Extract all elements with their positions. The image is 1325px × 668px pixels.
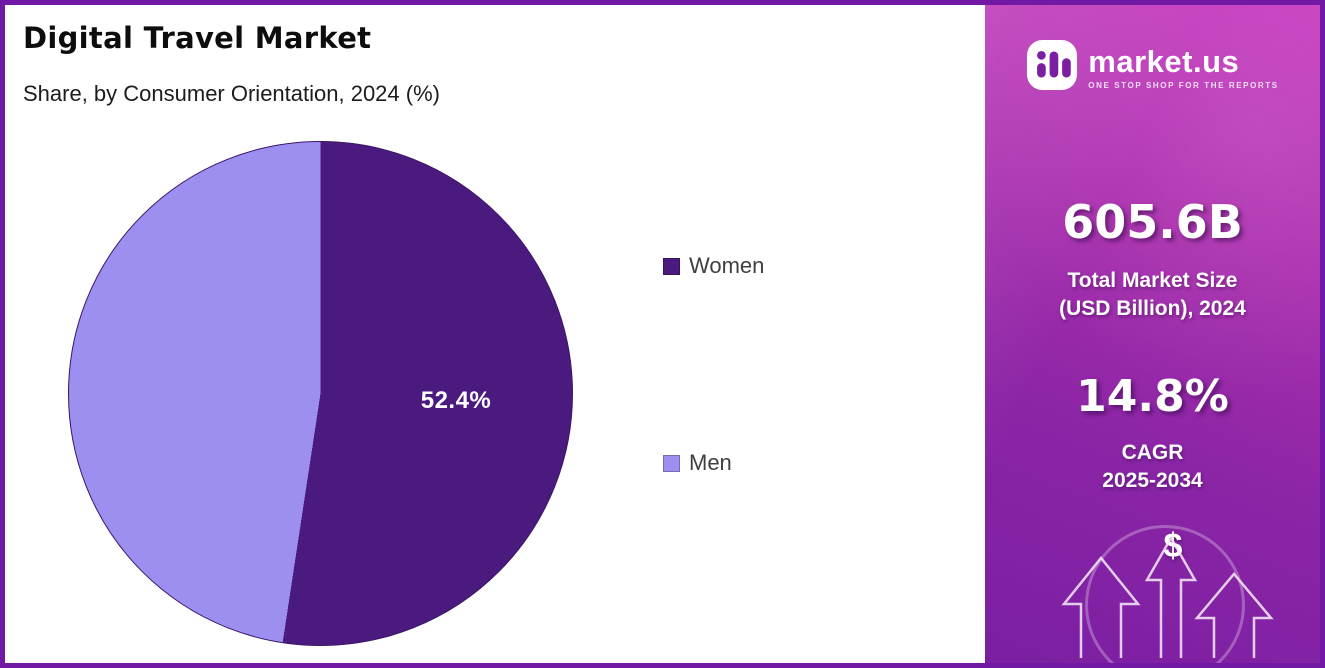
- legend-item-men: Men: [663, 450, 732, 476]
- legend-label-men: Men: [689, 450, 732, 475]
- market-size-label-line1: Total Market Size: [1067, 269, 1238, 292]
- pie-chart-wrap: 52.4%: [68, 141, 573, 646]
- brand-name: market.us: [1088, 43, 1240, 79]
- legend-swatch-men: [663, 454, 680, 472]
- pie-chart: [68, 141, 573, 646]
- cagr-value: 14.8%: [1076, 371, 1229, 422]
- dollar-sign-icon: $: [1163, 527, 1183, 565]
- chart-area: Digital Travel Market Share, by Consumer…: [5, 5, 985, 663]
- decorative-cup-circle: [1085, 525, 1245, 663]
- growth-arrows-icon: [985, 518, 1320, 663]
- market-size-label-line2: (USD Billion), 2024: [1059, 297, 1246, 321]
- pie-slice-data-label: 52.4%: [420, 387, 492, 414]
- market-size-value: 605.6B: [1062, 195, 1243, 249]
- brand-tagline: ONE STOP SHOP FOR THE REPORTS: [1088, 80, 1279, 90]
- brand-logo-row: market.us ONE STOP SHOP FOR THE REPORTS: [985, 39, 1320, 96]
- legend-label-women: Women: [689, 253, 765, 278]
- market-size-label: Total Market Size (USD Billion), 2024: [985, 267, 1320, 324]
- cagr-label-line2: 2025-2034: [1102, 469, 1203, 493]
- marketus-logo-icon: [1026, 39, 1078, 96]
- page-subtitle: Share, by Consumer Orientation, 2024 (%): [23, 81, 440, 106]
- cagr-label-line1: CAGR: [1121, 441, 1184, 464]
- legend-swatch-women: [663, 257, 680, 275]
- page-title: Digital Travel Market: [23, 21, 372, 55]
- cagr-label: CAGR 2025-2034: [985, 439, 1320, 496]
- brand-sidebar: market.us ONE STOP SHOP FOR THE REPORTS …: [985, 5, 1320, 663]
- legend-item-women: Women: [663, 253, 764, 279]
- brand-text-block: market.us ONE STOP SHOP FOR THE REPORTS: [1088, 46, 1278, 90]
